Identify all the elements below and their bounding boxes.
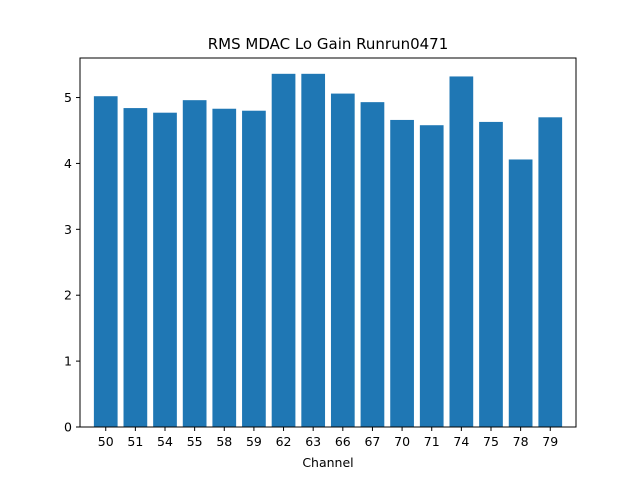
x-tick-label: 79: [542, 434, 558, 449]
bar-62: [271, 73, 296, 428]
bar-67: [360, 102, 385, 427]
y-tick-label: 2: [64, 288, 72, 303]
x-tick-label: 50: [98, 434, 114, 449]
bar-63: [301, 73, 326, 428]
x-tick-label: 71: [424, 434, 440, 449]
bar-66: [330, 93, 355, 427]
x-tick-label: 62: [276, 434, 292, 449]
y-tick-label: 5: [64, 90, 72, 105]
bar-55: [182, 100, 207, 428]
bar-58: [212, 108, 237, 428]
bar-59: [242, 110, 266, 427]
x-axis-label: Channel: [302, 455, 353, 470]
bar-79: [538, 117, 563, 427]
bars-group: [93, 73, 563, 428]
x-axis-ticks: 50 51 54 55 58 59 62 63 66 67 70 71 74 75 78 79: [98, 427, 558, 449]
bar-74: [449, 76, 474, 427]
y-tick-label: 3: [64, 222, 72, 237]
y-tick-label: 0: [64, 420, 72, 435]
bar-78: [508, 159, 533, 427]
x-tick-label: 58: [216, 434, 232, 449]
x-tick-label: 75: [483, 434, 499, 449]
x-tick-label: 78: [513, 434, 529, 449]
chart-title: RMS MDAC Lo Gain Runrun0471: [208, 35, 449, 53]
bar-54: [153, 112, 177, 427]
x-tick-label: 66: [335, 434, 351, 449]
x-tick-label: 70: [394, 434, 410, 449]
bar-50: [93, 96, 118, 427]
y-tick-label: 4: [64, 156, 72, 171]
x-tick-label: 54: [157, 434, 173, 449]
bar-70: [390, 119, 414, 428]
bar-71: [419, 125, 444, 427]
x-tick-label: 59: [246, 434, 262, 449]
x-tick-label: 55: [187, 434, 203, 449]
x-tick-label: 63: [305, 434, 321, 449]
x-tick-label: 51: [127, 434, 143, 449]
plot-frame: [79, 57, 577, 428]
y-tick-label: 1: [64, 354, 72, 369]
bar-75: [479, 121, 503, 427]
bar-51: [123, 108, 148, 427]
x-tick-label: 74: [453, 434, 469, 449]
x-tick-label: 67: [364, 434, 380, 449]
y-axis-ticks: 0 1 2 3 4 5: [64, 90, 80, 435]
